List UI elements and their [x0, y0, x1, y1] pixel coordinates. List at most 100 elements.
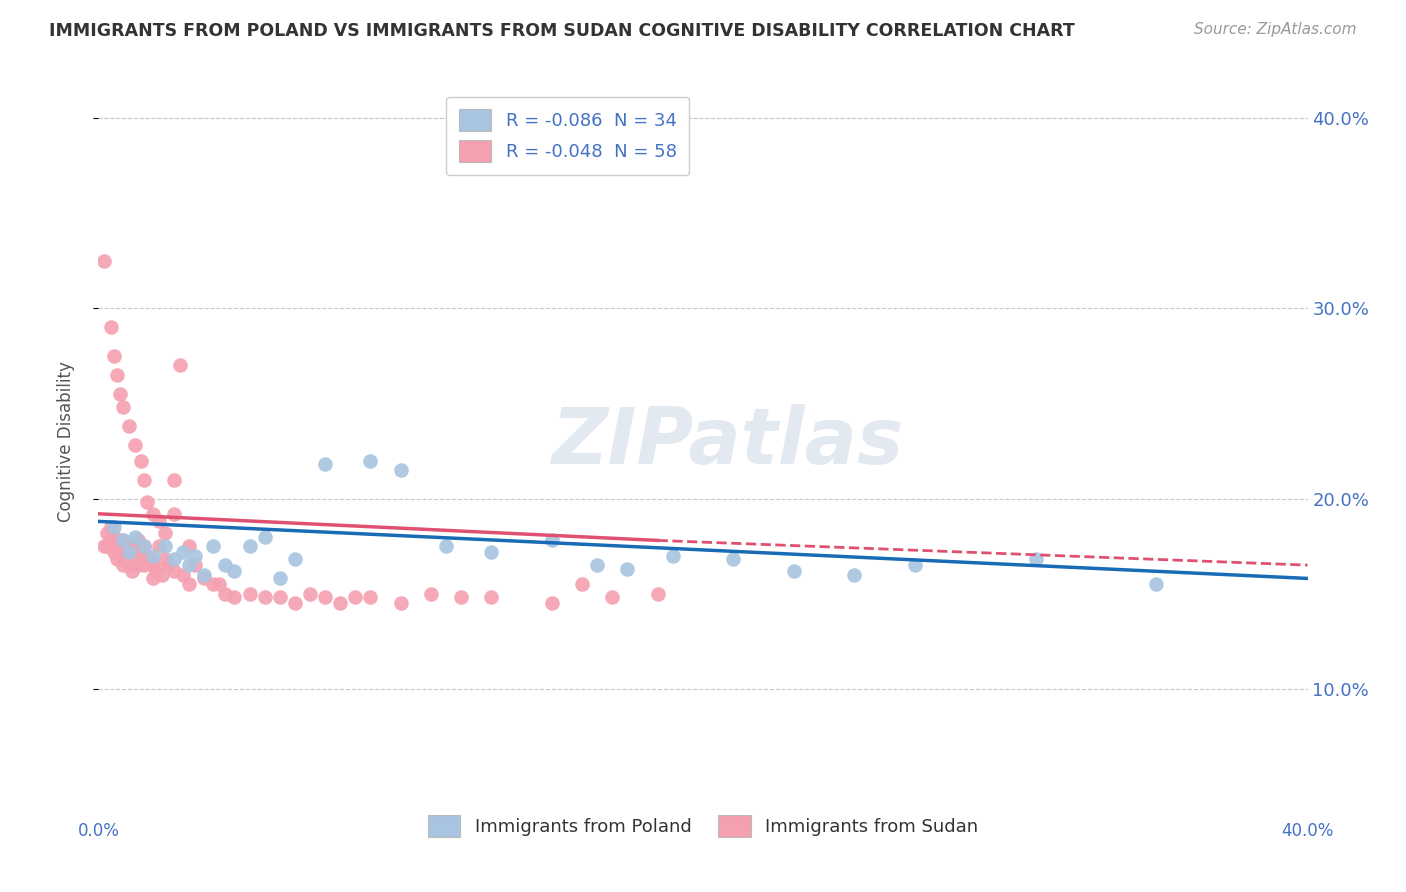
- Point: [153, 525, 176, 540]
- Point: [723, 552, 745, 566]
- Point: [100, 533, 122, 548]
- Text: Source: ZipAtlas.com: Source: ZipAtlas.com: [1194, 22, 1357, 37]
- Point: [224, 564, 246, 578]
- Text: IMMIGRANTS FROM POLAND VS IMMIGRANTS FROM SUDAN COGNITIVE DISABILITY CORRELATION: IMMIGRANTS FROM POLAND VS IMMIGRANTS FRO…: [49, 22, 1076, 40]
- Point: [103, 545, 125, 559]
- Point: [153, 539, 176, 553]
- Point: [132, 473, 155, 487]
- Point: [360, 591, 382, 605]
- Point: [224, 591, 246, 605]
- Point: [142, 507, 165, 521]
- Point: [127, 558, 149, 573]
- Point: [105, 368, 128, 382]
- Point: [193, 567, 215, 582]
- Point: [132, 558, 155, 573]
- Point: [602, 591, 624, 605]
- Point: [540, 533, 562, 548]
- Point: [214, 587, 236, 601]
- Point: [108, 387, 131, 401]
- Point: [172, 545, 194, 559]
- Point: [145, 564, 167, 578]
- Point: [269, 571, 291, 585]
- Point: [389, 463, 412, 477]
- Point: [193, 571, 215, 585]
- Point: [127, 533, 149, 548]
- Point: [179, 558, 201, 573]
- Point: [269, 591, 291, 605]
- Point: [132, 539, 155, 553]
- Point: [184, 558, 207, 573]
- Point: [481, 591, 503, 605]
- Point: [344, 591, 367, 605]
- Point: [111, 558, 134, 573]
- Point: [844, 567, 866, 582]
- Point: [214, 558, 236, 573]
- Point: [118, 419, 141, 434]
- Point: [647, 587, 669, 601]
- Point: [129, 453, 152, 467]
- Point: [103, 530, 125, 544]
- Point: [111, 401, 134, 415]
- Point: [253, 591, 276, 605]
- Point: [169, 359, 191, 373]
- Point: [481, 545, 503, 559]
- Point: [108, 545, 131, 559]
- Point: [156, 558, 179, 573]
- Point: [150, 567, 173, 582]
- Point: [121, 564, 143, 578]
- Point: [148, 539, 170, 553]
- Point: [1024, 552, 1046, 566]
- Point: [118, 545, 141, 559]
- Point: [142, 558, 165, 573]
- Point: [153, 552, 176, 566]
- Point: [253, 530, 276, 544]
- Point: [179, 577, 201, 591]
- Point: [661, 549, 683, 563]
- Point: [163, 564, 186, 578]
- Point: [124, 438, 146, 452]
- Point: [1144, 577, 1167, 591]
- Point: [93, 253, 115, 268]
- Point: [284, 596, 307, 610]
- Point: [360, 453, 382, 467]
- Legend: Immigrants from Poland, Immigrants from Sudan: Immigrants from Poland, Immigrants from …: [420, 808, 986, 845]
- Point: [314, 458, 336, 472]
- Text: ZIPatlas: ZIPatlas: [551, 403, 903, 480]
- Point: [103, 520, 125, 534]
- Point: [586, 558, 609, 573]
- Point: [389, 596, 412, 610]
- Point: [239, 587, 262, 601]
- Point: [93, 539, 115, 553]
- Y-axis label: Cognitive Disability: Cognitive Disability: [56, 361, 75, 522]
- Point: [163, 507, 186, 521]
- Point: [124, 530, 146, 544]
- Point: [420, 587, 443, 601]
- Point: [111, 533, 134, 548]
- Point: [118, 539, 141, 553]
- Point: [208, 577, 231, 591]
- Point: [103, 349, 125, 363]
- Text: 40.0%: 40.0%: [1281, 822, 1334, 839]
- Point: [450, 591, 472, 605]
- Point: [904, 558, 927, 573]
- Point: [129, 545, 152, 559]
- Point: [124, 539, 146, 553]
- Point: [108, 533, 131, 548]
- Point: [142, 549, 165, 563]
- Point: [571, 577, 593, 591]
- Point: [202, 539, 225, 553]
- Point: [124, 549, 146, 563]
- Point: [163, 552, 186, 566]
- Point: [135, 549, 157, 563]
- Point: [142, 571, 165, 585]
- Point: [118, 558, 141, 573]
- Point: [139, 552, 162, 566]
- Point: [163, 473, 186, 487]
- Point: [96, 525, 118, 540]
- Point: [114, 545, 136, 559]
- Point: [96, 539, 118, 553]
- Point: [284, 552, 307, 566]
- Point: [314, 591, 336, 605]
- Point: [179, 539, 201, 553]
- Text: 0.0%: 0.0%: [77, 822, 120, 839]
